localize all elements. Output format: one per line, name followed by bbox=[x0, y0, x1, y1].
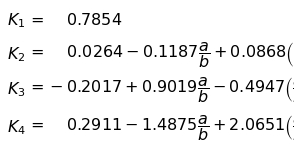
Text: $K_4$: $K_4$ bbox=[7, 118, 26, 137]
Text: $= \quad\; 0.7854$: $= \quad\; 0.7854$ bbox=[27, 12, 122, 28]
Text: $K_1$: $K_1$ bbox=[7, 11, 26, 30]
Text: $= \quad\; 0.0264 - 0.1187\dfrac{a}{b} + 0.0868\left(\dfrac{a}{b}\right)^{\!2}$: $= \quad\; 0.0264 - 0.1187\dfrac{a}{b} +… bbox=[27, 40, 294, 70]
Text: $= \quad\; 0.2911 - 1.4875\dfrac{a}{b} + 2.0651\left(\dfrac{a}{b}\right)^{\!2}$: $= \quad\; 0.2911 - 1.4875\dfrac{a}{b} +… bbox=[27, 113, 294, 143]
Text: $K_3$: $K_3$ bbox=[7, 81, 26, 99]
Text: $= -0.2017 + 0.9019\dfrac{a}{b} - 0.4947\left(\dfrac{a}{b}\right)^{\!2}$: $= -0.2017 + 0.9019\dfrac{a}{b} - 0.4947… bbox=[27, 75, 294, 105]
Text: $K_2$: $K_2$ bbox=[7, 46, 26, 64]
